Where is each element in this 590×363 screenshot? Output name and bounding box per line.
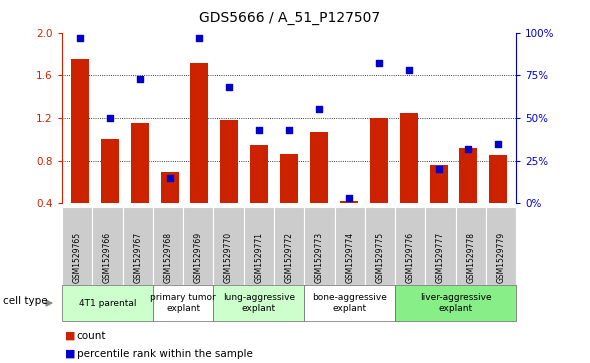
Text: GSM1529775: GSM1529775 [375,232,385,283]
Text: GSM1529779: GSM1529779 [497,232,506,283]
Bar [250,144,268,203]
Point [195,35,204,41]
Text: count: count [77,331,106,341]
Text: cell type: cell type [3,296,48,306]
Bar [399,113,418,203]
Bar [280,154,298,203]
Point [404,67,414,73]
Point [464,146,473,152]
Text: ■: ■ [65,331,76,341]
Bar [191,62,208,203]
Text: GSM1529766: GSM1529766 [103,232,112,283]
Text: GSM1529776: GSM1529776 [406,232,415,283]
Point [254,127,264,133]
Point [314,107,324,113]
Bar [71,59,89,203]
Text: GSM1529771: GSM1529771 [254,232,263,283]
Point [165,175,174,181]
Text: GSM1529767: GSM1529767 [133,232,142,283]
Text: liver-aggressive
explant: liver-aggressive explant [420,293,491,313]
Text: 4T1 parental: 4T1 parental [78,299,136,307]
Text: primary tumor
explant: primary tumor explant [150,293,216,313]
Text: GSM1529769: GSM1529769 [194,232,203,283]
Bar [220,120,238,203]
Text: GDS5666 / A_51_P127507: GDS5666 / A_51_P127507 [199,11,379,25]
Point [284,127,294,133]
Point [494,141,503,147]
Point [434,166,443,172]
Bar [101,139,119,203]
Text: ■: ■ [65,349,76,359]
Text: GSM1529777: GSM1529777 [436,232,445,283]
Text: GSM1529772: GSM1529772 [284,232,294,283]
Point [374,61,384,66]
Text: GSM1529778: GSM1529778 [466,232,476,283]
Text: GSM1529770: GSM1529770 [224,232,233,283]
Bar [340,201,358,203]
Point [225,84,234,90]
Bar [370,118,388,203]
Point [75,35,84,41]
Text: GSM1529768: GSM1529768 [163,232,172,283]
Text: GSM1529774: GSM1529774 [345,232,354,283]
Text: bone-aggressive
explant: bone-aggressive explant [312,293,387,313]
Point [135,76,145,82]
Bar [160,172,179,203]
Text: GSM1529773: GSM1529773 [315,232,324,283]
Text: percentile rank within the sample: percentile rank within the sample [77,349,253,359]
Point [105,115,114,121]
Point [344,195,353,201]
Bar [489,155,507,203]
Bar [131,123,149,203]
Text: GSM1529765: GSM1529765 [73,232,81,283]
Text: lung-aggressive
explant: lung-aggressive explant [223,293,295,313]
Bar [310,132,328,203]
Bar [460,148,477,203]
Bar [430,165,447,203]
